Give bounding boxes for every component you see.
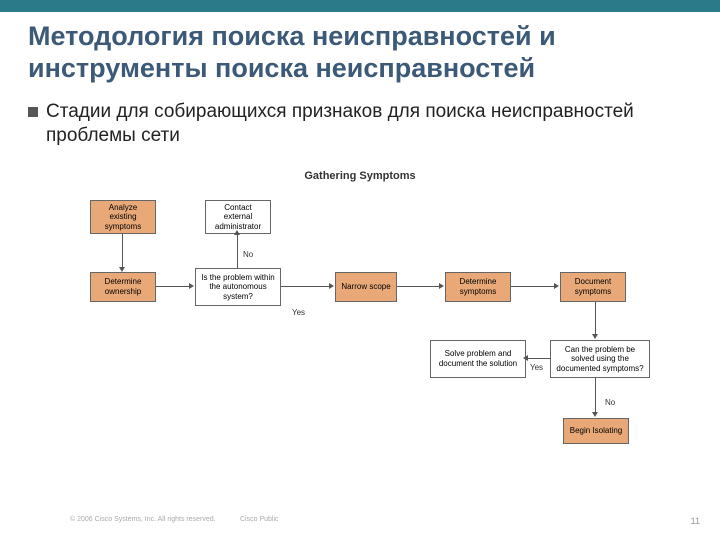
edge <box>595 302 596 335</box>
arrow-head-icon <box>523 355 528 361</box>
arrow-head-icon <box>329 283 334 289</box>
footer-label: Cisco Public <box>240 516 279 523</box>
slide-title: Методология поиска неисправностей и инст… <box>28 20 692 85</box>
node-begin: Begin Isolating <box>563 418 629 444</box>
node-narrow: Narrow scope <box>335 272 397 302</box>
arrow-head-icon <box>119 267 125 272</box>
arrow-head-icon <box>592 412 598 417</box>
node-contact: Contact external administrator <box>205 200 271 234</box>
arrow-head-icon <box>189 283 194 289</box>
edge-label-no: No <box>605 398 615 407</box>
edge <box>511 286 555 287</box>
edge <box>281 286 330 287</box>
edge-label-no: No <box>243 250 253 259</box>
arrow-head-icon <box>234 230 240 235</box>
node-solve: Solve problem and document the solution <box>430 340 526 378</box>
node-analyze: Analyze existing symptoms <box>90 200 156 234</box>
edge <box>595 378 596 413</box>
flowchart: Analyze existing symptoms Contact extern… <box>60 190 660 490</box>
bullet-item: Стадии для собирающихся признаков для по… <box>28 100 692 148</box>
edge-label-yes: Yes <box>292 308 305 317</box>
edge <box>397 286 440 287</box>
bullet-text: Стадии для собирающихся признаков для по… <box>46 100 692 148</box>
node-determine: Determine symptoms <box>445 272 511 302</box>
arrow-head-icon <box>554 283 559 289</box>
node-ownership: Determine ownership <box>90 272 156 302</box>
footer-copyright: © 2006 Cisco Systems, Inc. All rights re… <box>70 516 216 523</box>
node-cansolve: Can the problem be solved using the docu… <box>550 340 650 378</box>
bullet-marker <box>28 107 38 117</box>
edge <box>237 234 238 268</box>
edge <box>156 286 190 287</box>
footer: © 2006 Cisco Systems, Inc. All rights re… <box>0 516 720 530</box>
arrow-head-icon <box>439 283 444 289</box>
edge <box>527 358 550 359</box>
edge-label-yes: Yes <box>530 363 543 372</box>
flowchart-title: Gathering Symptoms <box>0 170 720 182</box>
arrow-head-icon <box>592 334 598 339</box>
node-document: Document symptoms <box>560 272 626 302</box>
node-within: Is the problem within the autonomous sys… <box>195 268 281 306</box>
edge <box>122 234 123 268</box>
footer-page-number: 11 <box>691 516 700 526</box>
top-accent-bar <box>0 0 720 12</box>
